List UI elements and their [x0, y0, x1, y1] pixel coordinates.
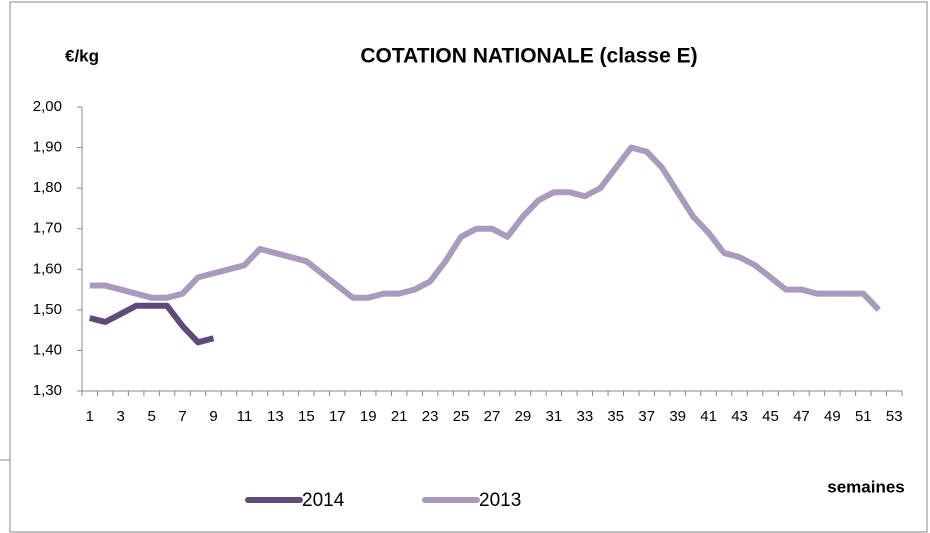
- x-axis-label: semaines: [827, 477, 905, 496]
- series-line: [89, 144, 881, 312]
- y-tick-label: 1,60: [33, 260, 62, 277]
- y-tick-label: 1,40: [33, 341, 62, 358]
- x-tick-label: 9: [209, 408, 217, 425]
- y-tick-label: 1,50: [33, 301, 62, 318]
- x-tick-label: 41: [700, 408, 717, 425]
- y-tick-label: 1,30: [33, 382, 62, 399]
- x-tick-label: 43: [731, 408, 748, 425]
- x-tick-label: 23: [422, 408, 439, 425]
- series-line: [88, 302, 215, 346]
- x-tick-label: 53: [886, 408, 903, 425]
- x-tick-label: 5: [147, 408, 155, 425]
- x-tick-label: 35: [607, 408, 624, 425]
- x-tick-label: 45: [762, 408, 779, 425]
- y-tick-label: 2,00: [33, 98, 62, 115]
- legend-label: 2014: [302, 490, 345, 511]
- y-axis-label: €/kg: [65, 46, 99, 65]
- x-tick-label: 51: [855, 408, 872, 425]
- x-tick-label: 7: [178, 408, 186, 425]
- chart-title: COTATION NATIONALE (classe E): [360, 45, 697, 68]
- x-tick-label: 3: [117, 408, 125, 425]
- x-tick-label: 33: [576, 408, 593, 425]
- x-tick-label: 39: [669, 408, 686, 425]
- x-tick-label: 17: [329, 408, 346, 425]
- x-tick-label: 15: [298, 408, 315, 425]
- x-tick-label: 25: [453, 408, 470, 425]
- y-tick-label: 1,70: [33, 220, 62, 237]
- x-tick-label: 31: [546, 408, 563, 425]
- chart-frame: [9, 1, 928, 533]
- y-tick-label: 1,90: [33, 139, 62, 156]
- x-tick-label: 47: [793, 408, 810, 425]
- x-tick-label: 29: [515, 408, 532, 425]
- x-tick-label: 27: [484, 408, 501, 425]
- x-tick-label: 21: [391, 408, 408, 425]
- x-tick-label: 13: [267, 408, 284, 425]
- legend-label: 2013: [479, 490, 521, 511]
- y-tick-label: 1,80: [33, 179, 62, 196]
- x-tick-label: 49: [824, 408, 841, 425]
- x-tick-label: 37: [638, 408, 655, 425]
- x-tick-label: 1: [86, 408, 94, 425]
- x-tick-label: 11: [237, 408, 253, 425]
- x-tick-label: 19: [360, 408, 377, 425]
